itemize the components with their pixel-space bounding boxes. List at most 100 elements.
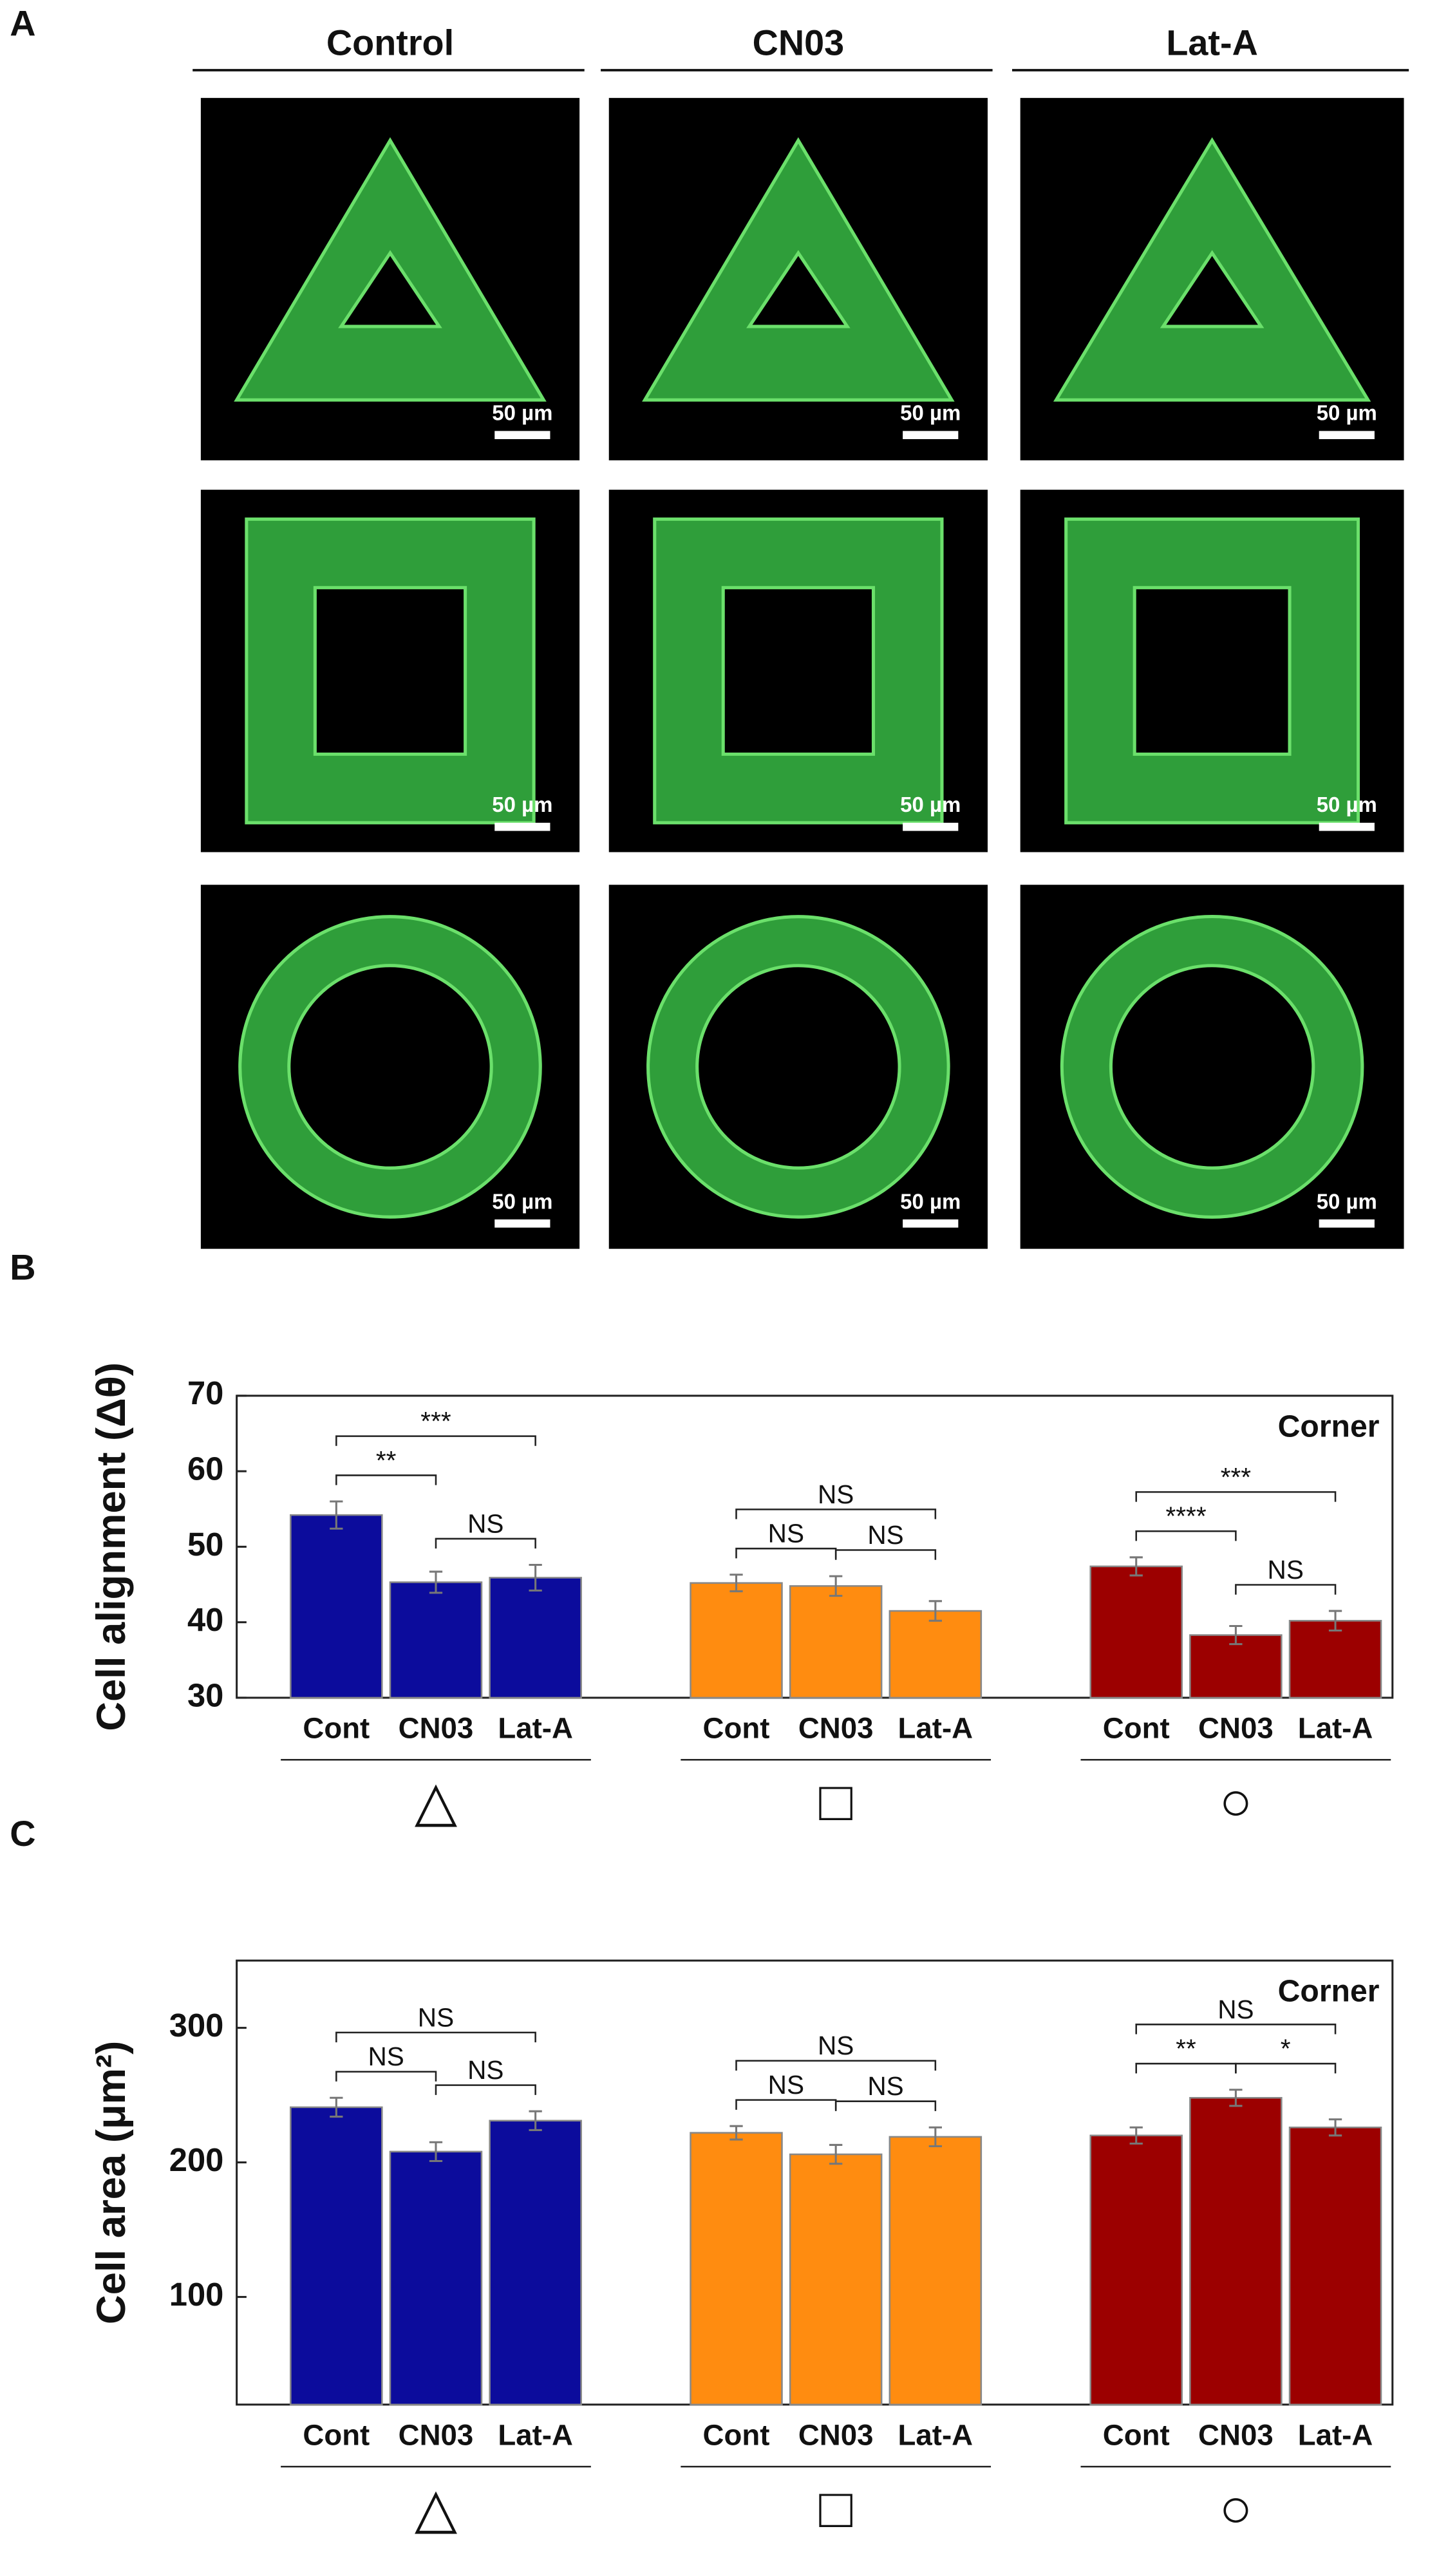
significance-bracket bbox=[435, 1537, 536, 1549]
bar bbox=[1288, 1620, 1382, 1699]
x-tick-label: Cont bbox=[703, 2419, 770, 2452]
scale-bar bbox=[494, 822, 550, 831]
bar bbox=[1189, 2097, 1283, 2406]
y-tick-label: 30 bbox=[187, 1677, 223, 1713]
bar bbox=[389, 2150, 483, 2406]
significance-bracket bbox=[834, 2100, 937, 2111]
group-symbol: ○ bbox=[1219, 2477, 1252, 2539]
significance-label: NS bbox=[867, 1520, 903, 1550]
scale-bar bbox=[1319, 1219, 1375, 1228]
significance-label: NS bbox=[418, 2002, 454, 2032]
x-tick-label: Cont bbox=[1103, 2419, 1170, 2452]
significance-bracket bbox=[1235, 2062, 1337, 2074]
scale-bar bbox=[494, 1219, 550, 1228]
x-tick-label: CN03 bbox=[798, 1712, 874, 1745]
group-symbol: △ bbox=[415, 1771, 458, 1832]
panel-label: C bbox=[10, 1814, 35, 1854]
significance-bracket bbox=[335, 1435, 536, 1446]
bar bbox=[690, 2132, 783, 2406]
scale-bar-label: 50 µm bbox=[1317, 401, 1377, 425]
x-tick-label: Lat-A bbox=[498, 1712, 573, 1745]
column-title: Lat-A bbox=[1166, 23, 1258, 63]
bar bbox=[290, 1514, 383, 1699]
significance-bracket bbox=[1135, 1491, 1337, 1502]
significance-bracket bbox=[735, 1509, 937, 1519]
x-tick-label: Cont bbox=[703, 1712, 770, 1745]
panel-label: A bbox=[10, 3, 35, 43]
significance-label: NS bbox=[818, 2031, 854, 2060]
bar bbox=[889, 2136, 983, 2406]
scale-bar-label: 50 µm bbox=[900, 401, 961, 425]
bar bbox=[789, 1585, 883, 1699]
bar bbox=[389, 1581, 483, 1699]
significance-bracket bbox=[1135, 2024, 1337, 2035]
error-bar bbox=[529, 1563, 542, 1592]
significance-label: NS bbox=[818, 1480, 854, 1509]
scale-bar-label: 50 µm bbox=[900, 793, 961, 816]
error-bar bbox=[729, 2125, 743, 2141]
x-tick-label: Lat-A bbox=[1298, 2419, 1373, 2452]
bar bbox=[889, 1610, 983, 1699]
error-bar bbox=[529, 2110, 542, 2131]
y-tick-label: 300 bbox=[169, 2007, 224, 2044]
significance-label: *** bbox=[420, 1406, 451, 1436]
scale-bar-label: 50 µm bbox=[492, 401, 552, 425]
error-bar bbox=[928, 1600, 942, 1622]
column-title: CN03 bbox=[753, 23, 845, 63]
bar bbox=[1288, 2126, 1382, 2406]
significance-label: NS bbox=[768, 2070, 804, 2100]
scale-bar-label: 50 µm bbox=[492, 793, 552, 816]
y-tick-label: 40 bbox=[187, 1601, 223, 1638]
x-tick-label: Cont bbox=[303, 2419, 370, 2452]
group-symbol: □ bbox=[819, 1771, 852, 1832]
y-tick-label: 200 bbox=[169, 2141, 224, 2178]
panel-label: B bbox=[10, 1247, 35, 1287]
y-tick-label: 60 bbox=[187, 1450, 223, 1487]
scale-bar bbox=[903, 822, 959, 831]
significance-label: NS bbox=[867, 2071, 903, 2101]
group-symbol: ○ bbox=[1219, 1771, 1252, 1832]
significance-bracket bbox=[1235, 1584, 1337, 1595]
x-tick-label: CN03 bbox=[798, 2419, 874, 2452]
scale-bar-label: 50 µm bbox=[492, 1189, 552, 1213]
bar bbox=[1089, 1565, 1183, 1699]
significance-label: NS bbox=[1268, 1555, 1304, 1584]
y-tick-label: 50 bbox=[187, 1526, 223, 1563]
scale-bar-label: 50 µm bbox=[1317, 1189, 1377, 1213]
significance-label: NS bbox=[768, 1519, 804, 1548]
scale-bar bbox=[903, 431, 959, 440]
corner-label: Corner bbox=[1278, 1409, 1380, 1443]
scale-bar bbox=[494, 431, 550, 440]
significance-label: **** bbox=[1165, 1501, 1206, 1531]
significance-bracket bbox=[335, 1474, 437, 1485]
scale-bar bbox=[903, 1219, 959, 1228]
cell-ring bbox=[642, 137, 955, 402]
significance-label: NS bbox=[368, 2042, 404, 2071]
scale-bar-label: 50 µm bbox=[1317, 793, 1377, 816]
error-bar bbox=[928, 2126, 942, 2148]
significance-bracket bbox=[335, 2071, 437, 2082]
significance-bracket bbox=[834, 1549, 937, 1560]
error-bar bbox=[1229, 2089, 1243, 2107]
error-bar bbox=[429, 1570, 443, 1594]
corner-label: Corner bbox=[1278, 1974, 1380, 2009]
scale-bar bbox=[1319, 822, 1375, 831]
significance-label: NS bbox=[467, 2055, 503, 2085]
bar bbox=[1089, 2134, 1183, 2406]
error-bar bbox=[729, 1574, 743, 1593]
column-title: Control bbox=[326, 23, 454, 63]
cell-ring bbox=[245, 517, 536, 825]
significance-label: NS bbox=[467, 1509, 503, 1538]
significance-bracket bbox=[435, 2084, 536, 2095]
error-bar bbox=[330, 1500, 343, 1530]
y-axis-label: Cell alignment (Δθ) bbox=[89, 1362, 134, 1731]
error-bar bbox=[1229, 1624, 1243, 1646]
y-tick-label: 100 bbox=[169, 2276, 224, 2313]
error-bar bbox=[829, 2143, 843, 2165]
cell-ring bbox=[1060, 915, 1364, 1219]
x-tick-label: CN03 bbox=[1198, 2419, 1274, 2452]
bar bbox=[1189, 1634, 1283, 1699]
significance-label: * bbox=[1281, 2034, 1291, 2064]
scale-bar bbox=[1319, 431, 1375, 440]
